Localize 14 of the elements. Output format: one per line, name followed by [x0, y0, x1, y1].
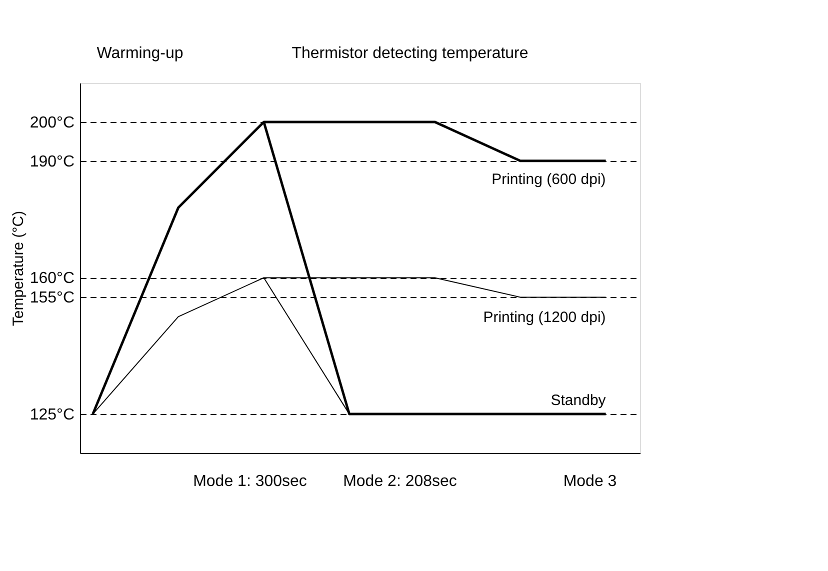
y-tick-label: 190°C [30, 153, 74, 170]
series-label: Printing (1200 dpi) [483, 309, 606, 326]
y-axis-title: Temperature (°C) [10, 210, 27, 326]
text: Mode 3 [563, 473, 617, 490]
y-tick-label: 125°C [30, 406, 74, 424]
y-tick-label: 155°C [30, 290, 74, 307]
text: Mode 1: 300sec [193, 473, 307, 490]
series-label: Printing (600 dpi) [492, 170, 606, 188]
series-label: Standby [550, 392, 606, 410]
text: Thermistor detecting temperature [292, 45, 528, 62]
y-tick-label: 160°C [30, 270, 74, 288]
text: Mode 2: 208sec [343, 473, 457, 490]
y-tick-label: 200°C [30, 114, 74, 132]
text: Warming-up [96, 45, 184, 62]
